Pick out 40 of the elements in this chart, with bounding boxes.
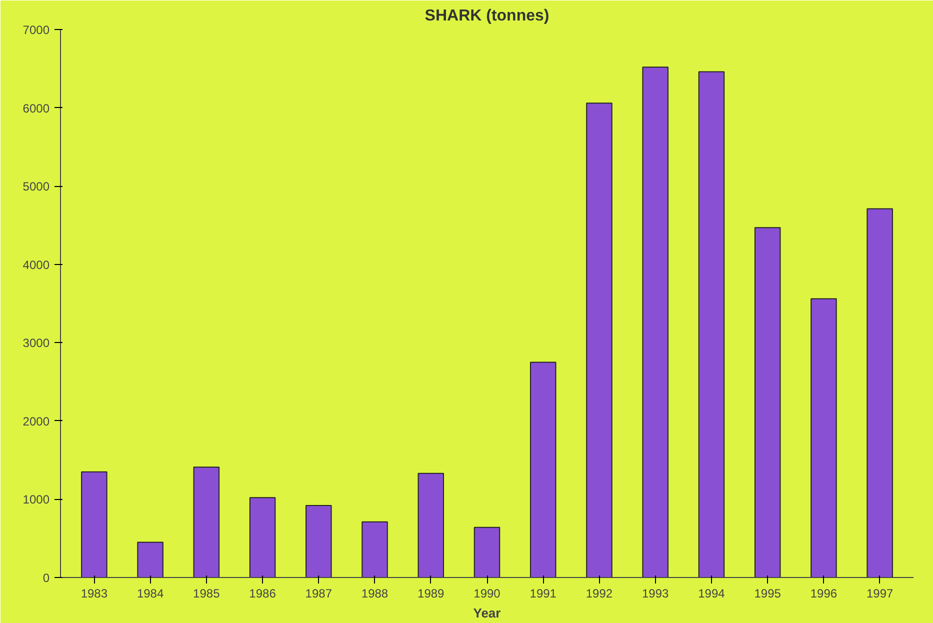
bar xyxy=(474,526,500,578)
x-tick-label: 1993 xyxy=(642,586,670,600)
x-tick-label: 1996 xyxy=(810,586,838,600)
x-tick-label: 1985 xyxy=(193,586,220,600)
x-tick-label: 1989 xyxy=(418,586,445,600)
y-tick-label: 7000 xyxy=(22,23,50,37)
y-tick-label: 1000 xyxy=(22,492,50,507)
chart-title: SHARK (tonnes) xyxy=(424,8,550,24)
bar xyxy=(698,71,725,578)
bar xyxy=(193,466,220,578)
bar xyxy=(418,472,444,578)
y-tick-label: 3000 xyxy=(22,336,50,350)
bar xyxy=(810,298,837,578)
y-tick-label: 0 xyxy=(42,571,50,585)
bar xyxy=(866,208,893,578)
bar xyxy=(249,497,276,578)
x-tick-label: 1987 xyxy=(305,586,332,600)
bar xyxy=(586,102,612,578)
x-axis-title: Year xyxy=(473,606,501,620)
x-tick-label: 1983 xyxy=(80,586,108,600)
y-tick-label: 5000 xyxy=(22,180,50,194)
y-tick-label: 6000 xyxy=(22,101,50,116)
bar xyxy=(530,362,556,578)
x-tick-label: 1992 xyxy=(586,586,613,600)
y-tick-label: 2000 xyxy=(22,414,50,428)
x-tick-label: 1994 xyxy=(698,586,726,600)
x-tick-label: 1990 xyxy=(474,586,501,600)
bar xyxy=(306,504,332,578)
bar xyxy=(81,471,108,578)
bar xyxy=(137,542,164,578)
x-tick-label: 1986 xyxy=(249,586,276,600)
bar xyxy=(642,66,668,578)
bar xyxy=(362,521,388,578)
x-tick-label: 1997 xyxy=(866,586,894,600)
x-tick-label: 1988 xyxy=(361,586,388,600)
y-tick-label: 4000 xyxy=(22,258,50,272)
x-tick-label: 1984 xyxy=(136,586,164,600)
x-tick-label: 1991 xyxy=(530,586,557,600)
bar xyxy=(754,227,781,578)
x-tick-label: 1995 xyxy=(754,586,782,600)
